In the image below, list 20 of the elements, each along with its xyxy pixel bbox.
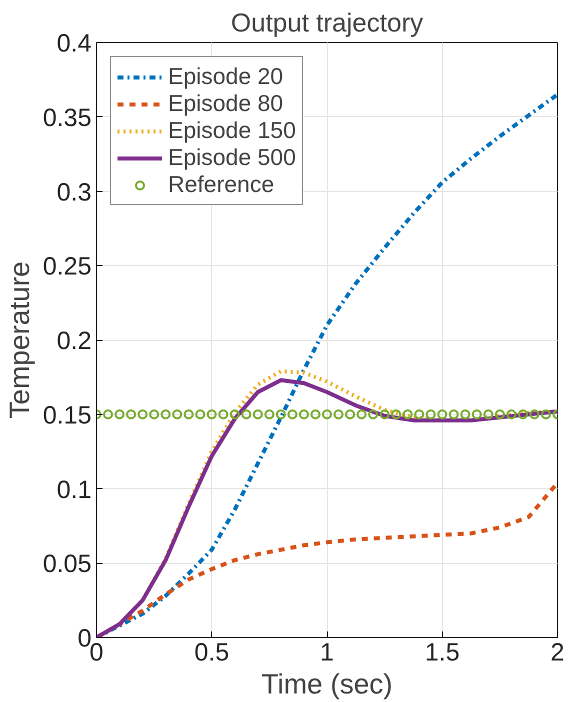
y-axis-title: Temperature: [4, 261, 35, 419]
y-tick-label: 0.25: [42, 252, 92, 281]
chart-title: Output trajectory: [230, 8, 424, 38]
legend-label: Episode 150: [168, 117, 296, 144]
legend-label: Reference: [168, 171, 274, 198]
legend-label: Episode 20: [168, 63, 284, 90]
x-tick-label: 2: [550, 638, 564, 666]
x-tick-label: 1: [320, 638, 334, 666]
y-tick-label: 0.3: [56, 178, 92, 206]
y-tick-label: 0.2: [56, 327, 92, 355]
y-tick-label: 0.15: [42, 401, 92, 430]
x-axis-title: Time (sec): [261, 668, 393, 700]
y-tick-label: 0.05: [42, 550, 92, 578]
x-tick-label: 1.5: [424, 638, 460, 666]
legend-label: Episode 80: [168, 90, 284, 117]
y-tick-label: 0.35: [42, 104, 92, 132]
y-tick-label: 0.4: [56, 30, 92, 58]
legend-label: Episode 500: [168, 144, 296, 171]
y-tick-label: 0.1: [56, 476, 92, 504]
x-tick-label: 0.5: [194, 638, 230, 666]
